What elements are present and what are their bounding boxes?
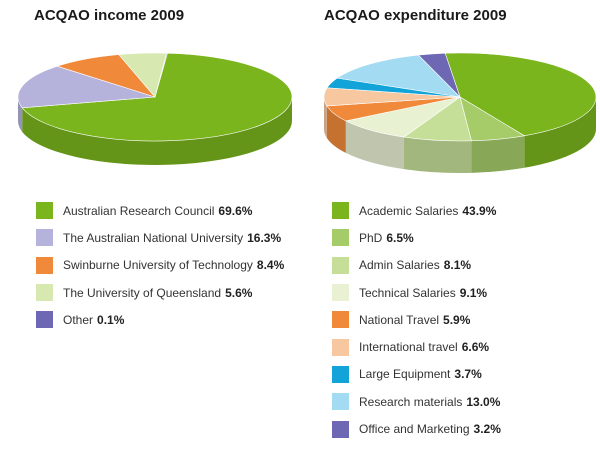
- expenditure-legend: Academic Salaries 43.9% PhD 6.5% Admin Salar…: [332, 197, 501, 443]
- legend-item: Office and Marketing 3.2%: [332, 415, 501, 442]
- legend-value: 6.6%: [461, 340, 490, 355]
- pie-slice-side: [324, 97, 327, 138]
- legend-swatch: [332, 393, 349, 411]
- legend-value: 43.9%: [462, 203, 497, 218]
- income-chart-title: ACQAO income 2009: [34, 7, 185, 24]
- legend-item: Swinburne University of Technology 8.4%: [36, 252, 284, 279]
- legend-swatch: [332, 202, 349, 220]
- legend-item: Academic Salaries 43.9%: [332, 197, 501, 224]
- legend-label: International travel: [359, 340, 458, 355]
- legend-item: The University of Queensland 5.6%: [36, 279, 284, 306]
- legend-swatch: [36, 256, 53, 274]
- legend-label: PhD: [359, 230, 383, 245]
- legend-label: Large Equipment: [359, 367, 451, 382]
- pie-slice-side: [345, 120, 404, 170]
- legend-label: Admin Salaries: [359, 258, 440, 273]
- legend-value: 8.4%: [256, 258, 285, 273]
- legend-value: 0.1%: [97, 312, 125, 327]
- legend-value: 16.3%: [247, 230, 282, 245]
- legend-swatch: [332, 365, 349, 383]
- legend-label: Office and Marketing: [359, 422, 470, 437]
- legend-swatch: [332, 229, 349, 247]
- legend-swatch: [332, 256, 349, 274]
- legend-value: 3.2%: [473, 422, 501, 437]
- legend-swatch: [36, 202, 53, 220]
- legend-value: 9.1%: [459, 285, 488, 300]
- legend-swatch: [332, 420, 349, 438]
- expenditure-pie: [323, 52, 597, 173]
- pie-slice: [417, 52, 461, 98]
- legend-value: 13.0%: [466, 394, 501, 409]
- legend-item: National Travel 5.9%: [332, 306, 501, 333]
- pie-slice-side: [18, 97, 23, 132]
- legend-swatch: [36, 229, 53, 247]
- legend-swatch: [332, 311, 349, 329]
- legend-label: Research materials: [359, 394, 463, 409]
- income-legend: Australian Research Council 69.6% The Aust…: [36, 197, 284, 333]
- legend-item: The Australian National University 16.3%: [36, 224, 284, 251]
- pie-slice: [21, 52, 293, 142]
- legend-item: Large Equipment 3.7%: [332, 361, 501, 388]
- pie-slice-side: [326, 105, 346, 153]
- income-pie: [17, 52, 293, 165]
- legend-swatch: [332, 338, 349, 356]
- legend-value: 5.9%: [443, 312, 471, 327]
- pie-slice: [17, 65, 156, 109]
- pie-slice: [344, 96, 461, 138]
- legend-value: 6.5%: [386, 230, 414, 245]
- legend-value: 8.1%: [443, 258, 472, 273]
- legend-label: Swinburne University of Technology: [63, 258, 253, 273]
- pie-slice-side: [22, 97, 292, 165]
- expenditure-chart: ACQAO expenditure 2009 Academic Salaries…: [300, 0, 600, 453]
- income-chart: ACQAO income 2009 Australian Research Co…: [17, 7, 293, 333]
- legend-item: PhD 6.5%: [332, 224, 501, 251]
- pie-slice: [444, 52, 597, 137]
- legend-item: Research materials 13.0%: [332, 388, 501, 415]
- legend-label: Australian Research Council: [63, 203, 215, 218]
- legend-label: National Travel: [359, 312, 440, 327]
- legend-item: Admin Salaries 8.1%: [332, 252, 501, 279]
- legend-label: The University of Queensland: [63, 285, 222, 300]
- legend-item: International travel 6.6%: [332, 333, 501, 360]
- pie-slice: [336, 54, 461, 98]
- legend-item: Australian Research Council 69.6%: [36, 197, 284, 224]
- legend-value: 69.6%: [218, 203, 253, 218]
- legend-swatch: [36, 311, 53, 329]
- legend-label: Other: [63, 312, 94, 327]
- legend-label: Technical Salaries: [359, 285, 456, 300]
- legend-item: Technical Salaries 9.1%: [332, 279, 501, 306]
- legend-value: 3.7%: [454, 367, 482, 382]
- legend-label: The Australian National University: [63, 230, 244, 245]
- pie-slice: [154, 52, 168, 98]
- legend-swatch: [332, 284, 349, 302]
- legend-swatch: [36, 284, 53, 302]
- expenditure-chart-title: ACQAO expenditure 2009: [324, 7, 507, 24]
- legend-value: 5.6%: [225, 285, 253, 300]
- legend-item: Other 0.1%: [36, 306, 284, 333]
- legend-label: Academic Salaries: [359, 203, 459, 218]
- pie-slice-side: [403, 137, 472, 173]
- pie-slice-side: [471, 135, 525, 173]
- pie-slice-side: [524, 97, 596, 168]
